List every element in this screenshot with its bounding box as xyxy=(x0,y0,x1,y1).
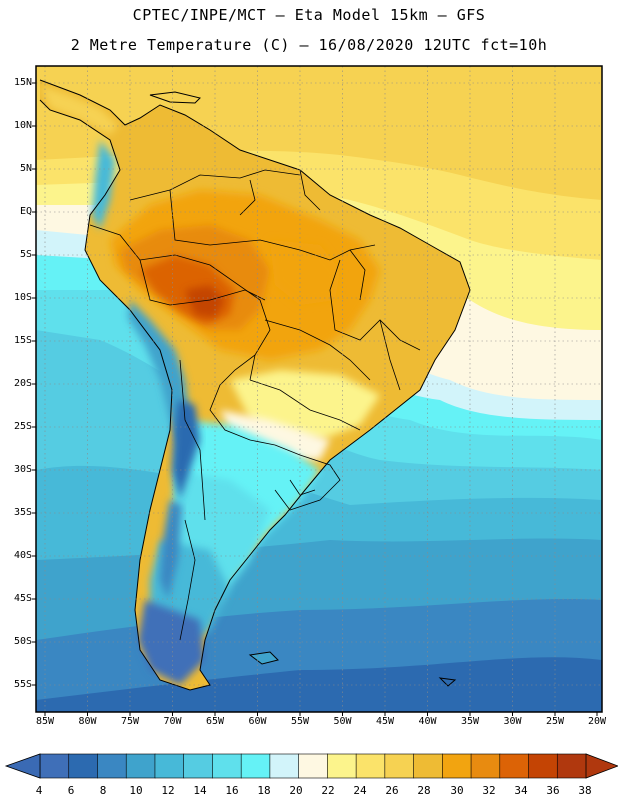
colorbar-cell xyxy=(183,753,214,779)
lon-label: 65W xyxy=(205,716,225,727)
lat-label: 10N xyxy=(13,120,32,131)
colorbar-label: 26 xyxy=(385,784,399,797)
colorbar-low-arrow xyxy=(4,753,41,779)
colorbar-cell xyxy=(384,753,415,779)
colorbar-label: 12 xyxy=(161,784,175,797)
lon-label: 30W xyxy=(503,716,522,727)
lon-label: 45W xyxy=(375,716,395,727)
coastline xyxy=(438,677,457,687)
colorbar-label: 14 xyxy=(193,784,207,797)
colorbar-cell xyxy=(125,753,156,779)
coastline xyxy=(248,651,279,665)
lat-label: 55S xyxy=(13,679,32,690)
colorbar-label: 32 xyxy=(482,784,496,797)
lat-label: 25S xyxy=(13,421,32,432)
colorbar-label: 38 xyxy=(578,784,592,797)
colorbar-label: 20 xyxy=(289,784,303,797)
lon-label: 70W xyxy=(163,716,182,727)
lon-label: 20W xyxy=(587,716,607,727)
colorbar-cell xyxy=(269,753,300,779)
colorbar-cell xyxy=(298,753,328,779)
lat-label: 40S xyxy=(13,550,32,561)
lon-label: 80W xyxy=(78,716,97,727)
coastline xyxy=(39,79,471,691)
lat-label: 15S xyxy=(13,335,32,346)
colorbar-cell xyxy=(327,753,357,779)
colorbar-label: 16 xyxy=(225,784,239,797)
lon-label: 40W xyxy=(418,716,437,727)
lat-label: 35S xyxy=(13,507,32,518)
colorbar-label: 28 xyxy=(417,784,431,797)
ocean-band xyxy=(36,66,602,200)
colorbar-cell xyxy=(39,753,70,779)
colorbar-cell xyxy=(240,753,271,779)
colorbar-label: 34 xyxy=(514,784,528,797)
colorbar-label: 22 xyxy=(321,784,335,797)
colorbar-cell xyxy=(413,753,443,779)
map-subtitle: 2 Metre Temperature (C) – 16/08/2020 12U… xyxy=(70,36,548,54)
lat-label: 30S xyxy=(13,464,32,475)
lat-label: 45S xyxy=(13,593,32,604)
colorbar-cell xyxy=(442,753,472,779)
colorbar-label: 4 xyxy=(35,784,43,797)
colorbar-label: 8 xyxy=(99,784,107,797)
lon-label: 35W xyxy=(460,716,480,727)
lat-label: 50S xyxy=(13,636,32,647)
lon-label: 75W xyxy=(120,716,140,727)
colorbar-cell xyxy=(68,753,99,779)
lon-label: 50W xyxy=(333,716,352,727)
map-frame xyxy=(35,65,603,713)
lat-label: EQ xyxy=(19,206,32,217)
lat-label: 15N xyxy=(13,77,32,88)
colorbar-cell xyxy=(355,753,386,779)
lon-label: 25W xyxy=(545,716,565,727)
lat-label: 5S xyxy=(19,249,32,260)
land-field xyxy=(40,80,470,690)
lon-label: 85W xyxy=(35,716,55,727)
axis-ticks xyxy=(32,82,598,716)
colorbar-cell xyxy=(470,753,501,779)
colorbar-label: 24 xyxy=(353,784,367,797)
colorbar-label: 36 xyxy=(546,784,560,797)
lon-label: 55W xyxy=(290,716,310,727)
country-borders xyxy=(89,169,421,641)
lat-label: 10S xyxy=(13,292,32,303)
map-title: CPTEC/INPE/MCT – Eta Model 15km – GFS xyxy=(132,6,486,24)
colorbar-cell xyxy=(556,753,587,779)
colorbar-label: 10 xyxy=(129,784,143,797)
colorbar-label: 30 xyxy=(450,784,464,797)
coastline xyxy=(149,91,201,104)
colorbar-label: 18 xyxy=(257,784,271,797)
colorbar-cell xyxy=(499,753,530,779)
colorbar-high-arrow xyxy=(585,753,618,779)
colorbar-label: 6 xyxy=(67,784,75,797)
lon-label: 60W xyxy=(248,716,267,727)
colorbar-cell xyxy=(212,753,242,779)
colorbar-cell xyxy=(97,753,127,779)
lat-label: 20S xyxy=(13,378,32,389)
colorbar-cell xyxy=(154,753,185,779)
lat-label: 5N xyxy=(19,163,32,174)
colorbar-cells xyxy=(39,753,587,779)
colorbar-cell xyxy=(528,753,558,779)
